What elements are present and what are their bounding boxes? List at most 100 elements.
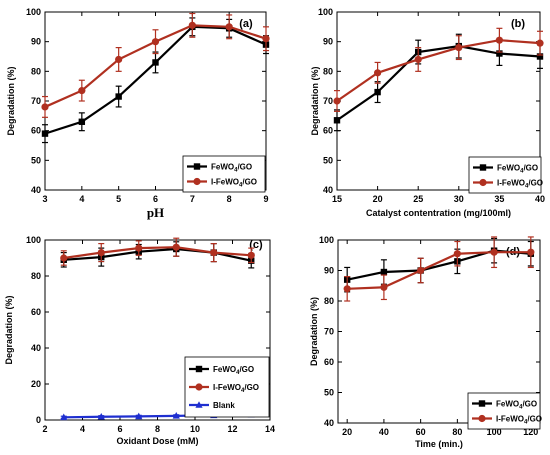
y-tick-label: 80 [31, 271, 41, 281]
legend-entry: FeWO4/GO [497, 164, 538, 175]
data-point [490, 248, 498, 256]
y-axis-label: Degradation (%) [4, 295, 14, 364]
data-point [380, 283, 388, 291]
data-point [455, 44, 463, 52]
data-point [247, 251, 255, 259]
legend-marker [195, 365, 203, 373]
data-point [97, 249, 105, 257]
data-point [374, 88, 381, 96]
series-line [336, 45, 541, 122]
data-point [151, 38, 160, 46]
y-tick-label: 40 [324, 418, 334, 428]
series-line [63, 246, 252, 260]
x-tick-label: 12 [227, 424, 237, 434]
data-point [41, 103, 49, 111]
x-tick-label: 20 [342, 427, 352, 437]
legend-marker [479, 164, 487, 171]
y-tick-label: 60 [31, 126, 41, 136]
data-point [414, 55, 422, 64]
x-tick-label: 9 [263, 194, 268, 204]
legend-entry: FeWO4/GO [496, 400, 537, 411]
series-2 [333, 27, 544, 112]
panel-letter: (a) [239, 18, 253, 30]
y-tick-label: 90 [323, 37, 333, 47]
data-point [536, 39, 544, 47]
y-tick-label: 70 [31, 96, 41, 106]
data-point [210, 249, 218, 257]
x-tick-label: 14 [265, 424, 275, 434]
data-point [60, 254, 68, 262]
legend-marker [478, 400, 486, 407]
data-point [380, 268, 388, 276]
x-tick-label: 25 [413, 194, 423, 204]
y-tick-label: 0 [36, 415, 41, 425]
data-point [374, 69, 382, 77]
series-line [347, 251, 531, 290]
data-point [417, 266, 425, 275]
x-axis-label: Time (min.) [415, 439, 463, 449]
x-tick-label: 6 [153, 194, 158, 204]
data-point [152, 59, 159, 66]
y-tick-label: 80 [324, 296, 334, 306]
x-axis-label: pH [147, 205, 164, 220]
series-2 [60, 237, 255, 266]
legend-entry: FeWO4/GO [211, 163, 252, 174]
series-2 [41, 12, 270, 118]
chart-panel-3: 2 4 6 8 10 12 14 0 20 40 60 80 100 Oxidant Dose (mM) D… [4, 235, 275, 446]
data-point [115, 93, 122, 100]
chart-panel-1: 3 4 5 6 7 8 9 40 50 60 70 80 90 100 pH Degradation (%) (… [6, 7, 270, 220]
y-axis-label: Degradation (%) [6, 66, 16, 135]
legend-marker [195, 401, 203, 408]
y-tick-label: 100 [318, 7, 333, 17]
legend-box [182, 155, 266, 193]
y-tick-label: 90 [31, 37, 41, 47]
data-point [225, 23, 233, 31]
x-tick-label: 20 [373, 194, 383, 204]
x-tick-label: 7 [190, 194, 195, 204]
y-tick-label: 40 [31, 185, 41, 195]
data-point [115, 55, 123, 64]
data-point [536, 53, 544, 60]
y-tick-label: 100 [26, 7, 41, 17]
y-tick-label: 20 [31, 379, 41, 389]
legend-entry: I-FeWO4/GO [211, 178, 257, 189]
x-tick-label: 30 [454, 194, 464, 204]
chart-panel-2: 15 20 25 30 35 40 40 50 60 70 80 90 100 Catalyst cont… [310, 7, 545, 218]
legend-marker [193, 177, 201, 186]
data-point [172, 412, 180, 419]
data-point [333, 117, 341, 124]
legend-entry: I-FeWO4/GO [496, 415, 542, 426]
data-point [333, 97, 341, 105]
legend: FeWO4/GO I-FeWO4/GO [467, 392, 542, 430]
x-axis-label: Oxidant Dose (mM) [116, 436, 198, 446]
series-line [346, 249, 531, 281]
data-point [78, 87, 86, 95]
data-point [496, 50, 503, 57]
data-point [97, 412, 105, 420]
series-2 [343, 236, 535, 302]
legend-marker [479, 178, 487, 187]
legend-marker [193, 163, 201, 170]
x-tick-label: 35 [494, 194, 504, 204]
y-tick-label: 40 [323, 185, 333, 195]
legend-entry: I-FeWO4/GO [213, 383, 259, 394]
legend-marker [478, 414, 486, 423]
x-tick-label: 8 [227, 194, 232, 204]
x-tick-label: 15 [332, 194, 342, 204]
x-tick-label: 100 [487, 427, 502, 437]
data-point [135, 412, 143, 420]
y-tick-label: 60 [324, 357, 334, 367]
data-point [135, 244, 143, 252]
y-tick-label: 50 [324, 388, 334, 398]
data-point [453, 250, 461, 258]
data-point [78, 118, 86, 125]
data-point [172, 243, 180, 251]
x-tick-label: 120 [523, 427, 538, 437]
x-tick-label: 6 [117, 424, 122, 434]
x-tick-label: 4 [79, 194, 84, 204]
x-tick-label: 4 [80, 424, 85, 434]
y-tick-label: 40 [31, 343, 41, 353]
x-tick-label: 8 [155, 424, 160, 434]
x-tick-label: 3 [42, 194, 47, 204]
